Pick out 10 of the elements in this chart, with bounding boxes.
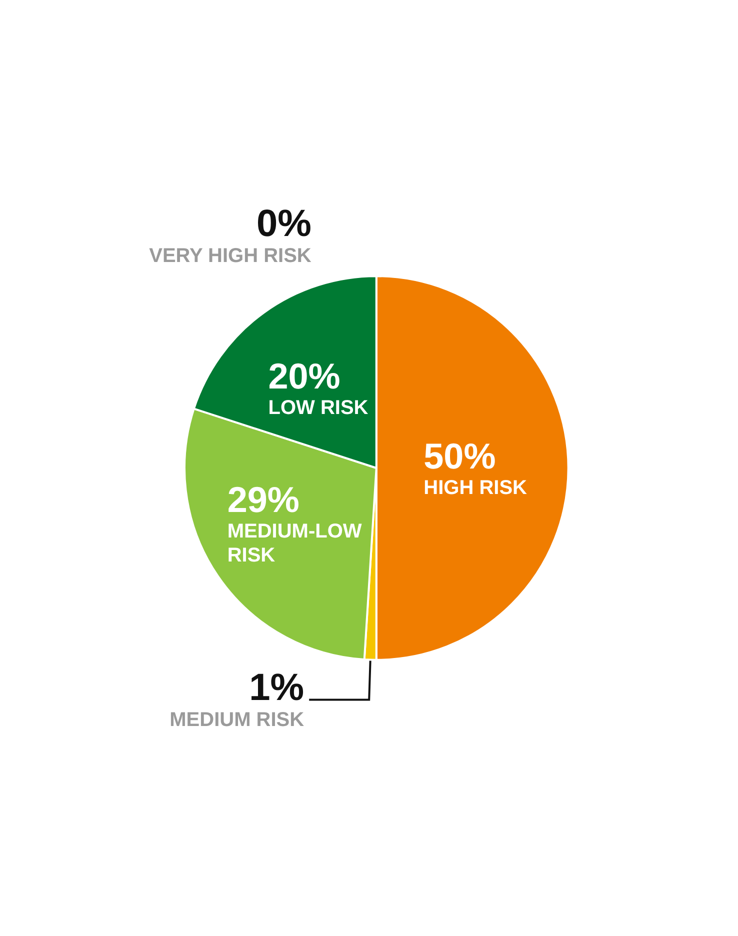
- category-label: VERY HIGH RISK: [149, 245, 312, 268]
- slice-label: LOW RISK: [268, 396, 369, 419]
- data-label: 1%: [249, 666, 304, 709]
- data-label: 20%: [268, 355, 340, 396]
- slice-label: HIGH RISK: [424, 477, 528, 499]
- slice-label: MEDIUM-LOW RISK: [227, 520, 362, 567]
- data-label: 50%: [424, 436, 496, 476]
- slice-label: MEDIUM RISK: [170, 708, 305, 731]
- text: 0%: [256, 203, 312, 246]
- data-label: 29%: [227, 479, 300, 520]
